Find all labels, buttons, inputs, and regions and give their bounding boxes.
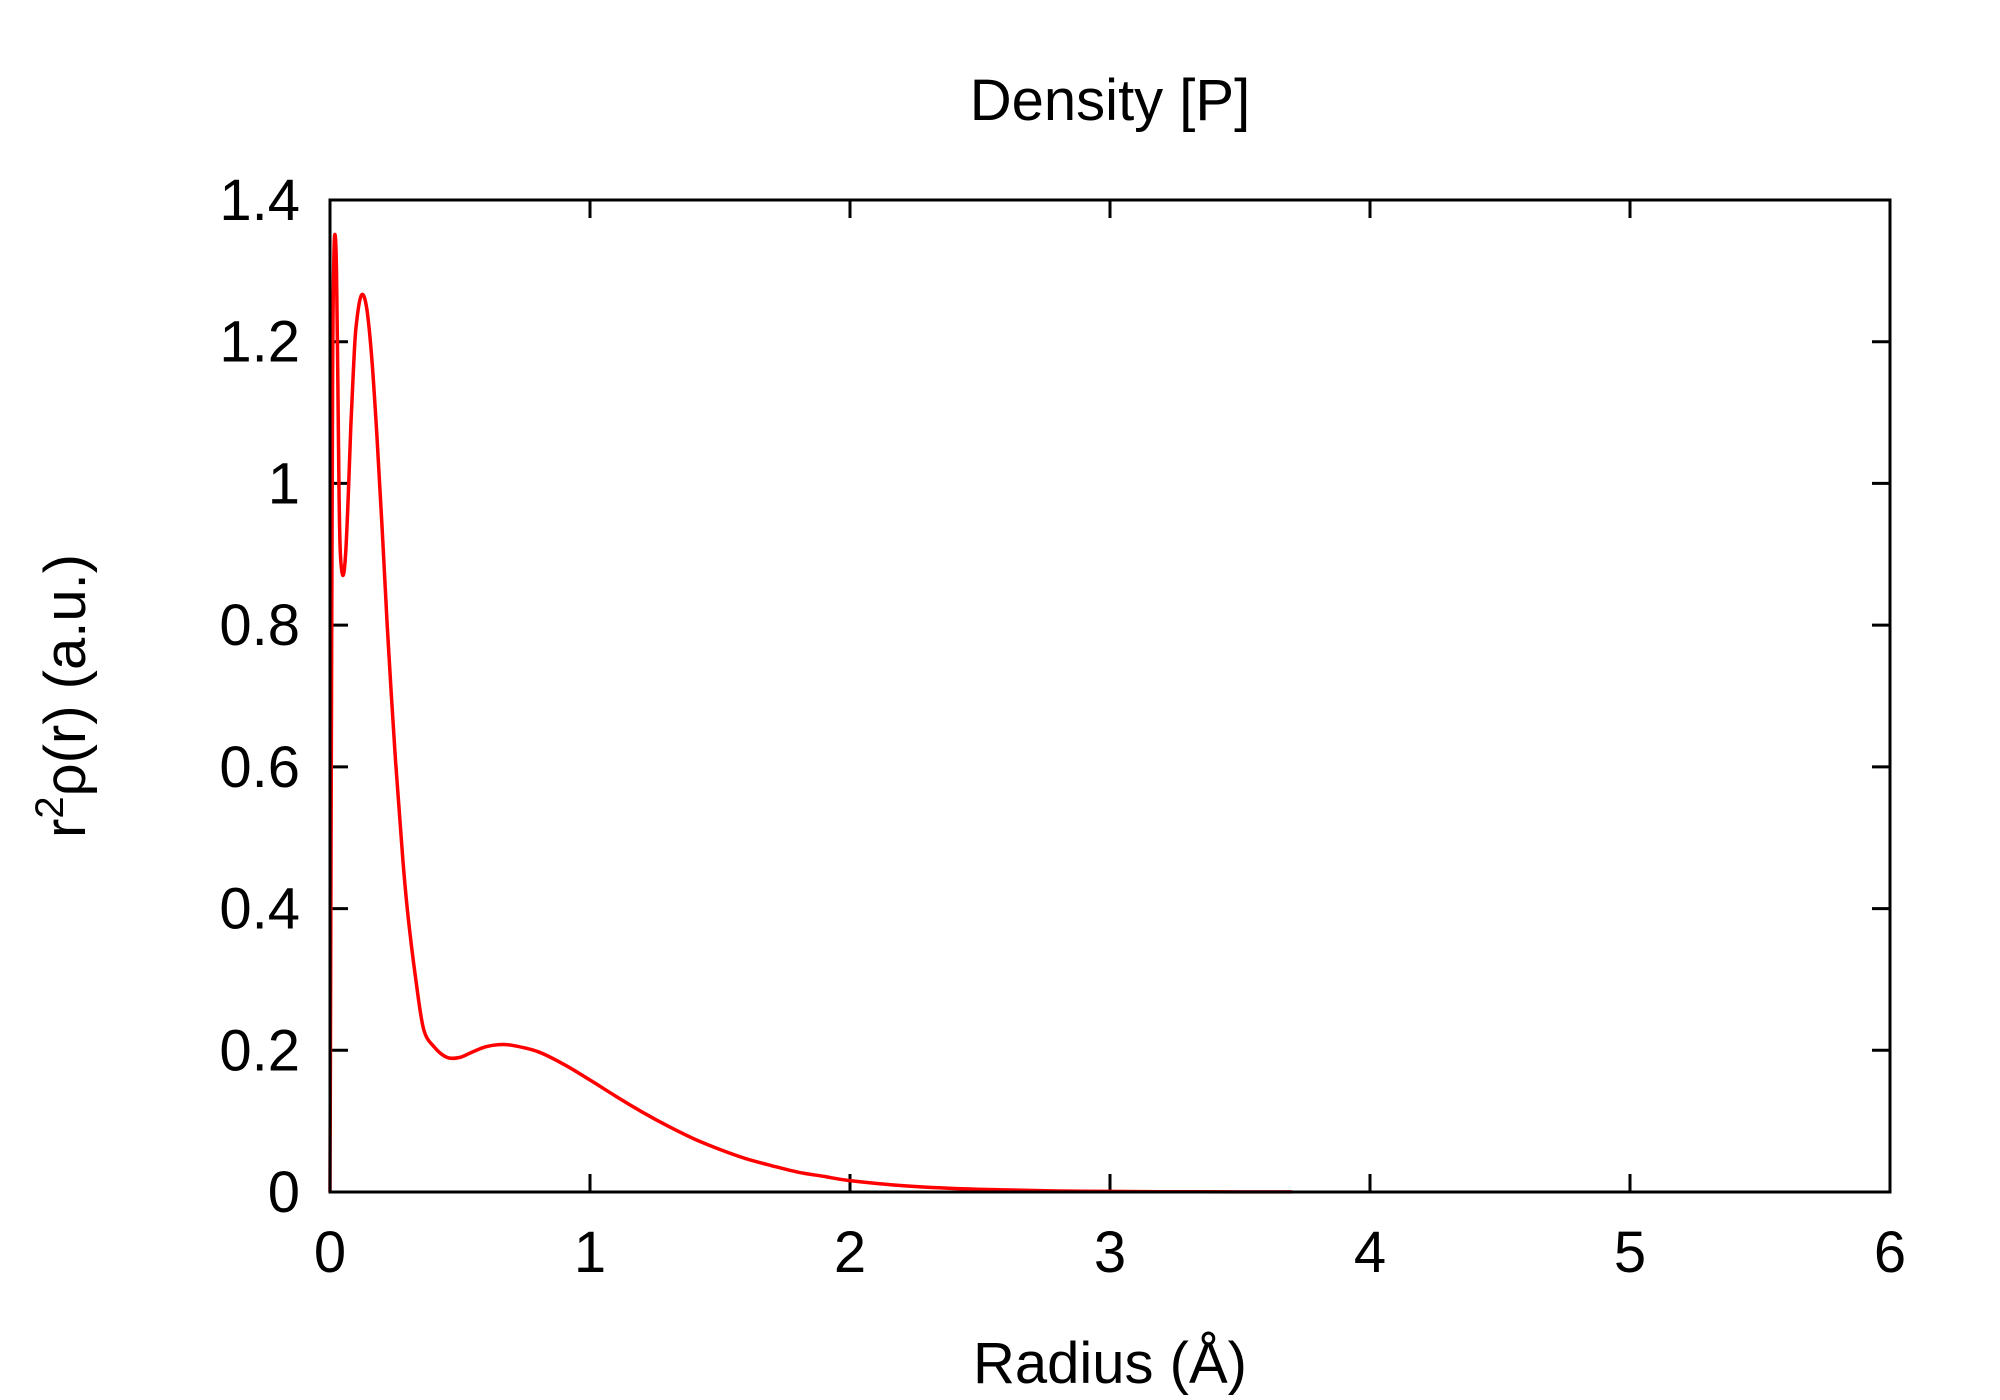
density-line: [328, 232, 1293, 1194]
x-tick-label: 6: [1874, 1220, 1906, 1285]
plot-frame: [328, 198, 1892, 1194]
y-axis-label-base: r: [33, 819, 98, 838]
x-tick-label: 3: [1094, 1220, 1126, 1285]
y-tick-label: 0.2: [219, 1018, 300, 1083]
x-tick-label: 1: [574, 1220, 606, 1285]
y-axis-label-superscript: 2: [28, 796, 72, 818]
y-tick-label: 0.4: [219, 877, 300, 942]
y-tick-label: 0.6: [219, 735, 300, 800]
y-tick-label: 1: [268, 451, 300, 516]
y-tick-label: 1.2: [219, 310, 300, 375]
y-tick-label: 1.4: [219, 168, 300, 233]
x-tick-label: 5: [1614, 1220, 1646, 1285]
y-axis-ticks: 0 0.2 0.4 0.6 0.8 1 1.2 1.4: [219, 168, 1890, 1225]
y-tick-label: 0.8: [219, 593, 300, 658]
y-axis-label: r2ρ(r) (a.u.): [28, 554, 98, 838]
x-tick-label: 0: [314, 1220, 346, 1285]
y-tick-label: 0: [268, 1160, 300, 1225]
chart-title: Density [P]: [970, 68, 1250, 133]
x-axis-label: Radius (Å): [973, 1331, 1247, 1396]
x-axis-ticks: 0 1 2 3 4 5 6: [314, 200, 1906, 1285]
y-axis-label-rest: ρ(r) (a.u.): [33, 554, 98, 796]
x-tick-label: 2: [834, 1220, 866, 1285]
x-tick-label: 4: [1354, 1220, 1386, 1285]
